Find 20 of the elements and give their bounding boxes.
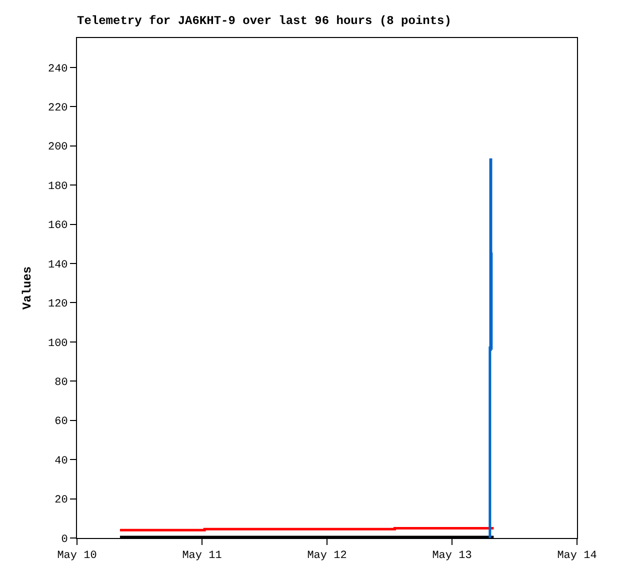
x-tick-label: May 14 xyxy=(557,550,598,562)
x-tick-label: May 12 xyxy=(307,550,347,562)
x-tick-label: May 11 xyxy=(182,550,222,562)
y-tick-label: 160 xyxy=(48,220,68,232)
y-tick-label: 200 xyxy=(48,142,68,154)
chart-title: Telemetry for JA6KHT-9 over last 96 hours (8 points) xyxy=(77,14,452,28)
y-tick-label: 80 xyxy=(54,376,68,389)
y-tick-label: 180 xyxy=(48,180,68,193)
y-tick-label: 60 xyxy=(54,416,68,428)
y-tick-label: 220 xyxy=(48,102,68,114)
x-tick-label: May 10 xyxy=(57,550,97,562)
y-tick-label: 20 xyxy=(54,494,68,507)
y-tick-label: 240 xyxy=(48,63,68,76)
y-axis-title: Values xyxy=(20,266,34,310)
y-tick-label: 0 xyxy=(61,534,68,546)
y-tick-label: 40 xyxy=(54,455,68,468)
y-tick-label: 120 xyxy=(48,298,68,311)
x-tick-label: May 13 xyxy=(432,550,472,562)
y-tick-label: 100 xyxy=(48,338,68,350)
y-tick-label: 140 xyxy=(48,259,68,272)
